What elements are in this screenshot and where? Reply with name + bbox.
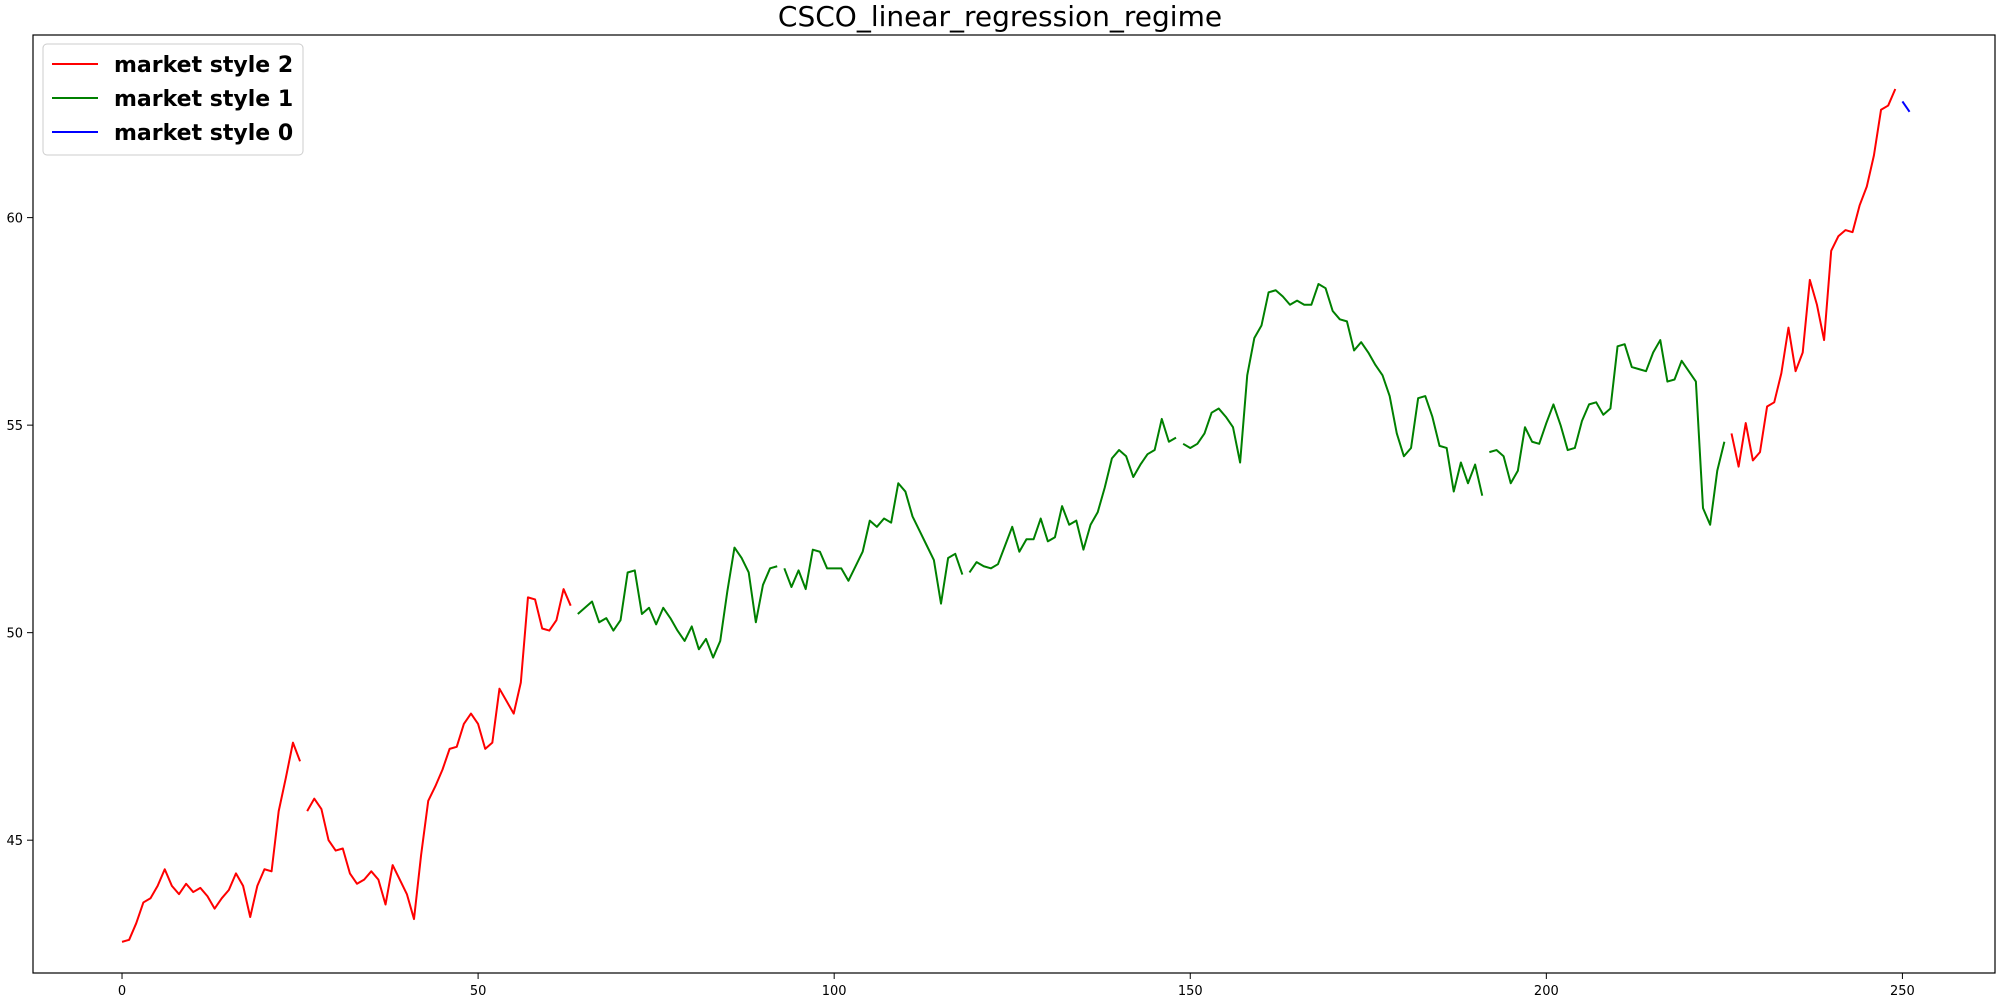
series-segment-0 <box>121 741 301 943</box>
legend-label: market style 2 <box>114 53 293 78</box>
series-segment-4 <box>968 417 1177 574</box>
legend-label: market style 0 <box>114 121 293 146</box>
chart-title: CSCO_linear_regression_regime <box>777 0 1223 33</box>
x-tick-label: 50 <box>470 984 487 999</box>
x-tick-label: 150 <box>1178 984 1203 999</box>
y-axis: 45 50 55 60 <box>6 212 33 849</box>
legend-label: market style 1 <box>114 87 293 112</box>
series-segment-1 <box>306 588 572 921</box>
x-axis: 0 50 100 150 200 250 <box>118 973 1915 999</box>
y-tick-label: 45 <box>6 834 23 849</box>
plot-frame <box>32 34 1996 974</box>
x-tick-label: 100 <box>822 984 847 999</box>
legend-box <box>42 43 304 156</box>
series-segment-6 <box>1489 339 1726 526</box>
series-layer <box>121 88 1911 943</box>
series-segment-7 <box>1730 88 1897 468</box>
x-tick-label: 250 <box>1890 984 1915 999</box>
x-tick-label: 0 <box>118 984 126 999</box>
series-segment-3 <box>783 482 964 605</box>
x-tick-label: 200 <box>1534 984 1559 999</box>
series-segment-5 <box>1182 283 1484 496</box>
series-segment-8 <box>1901 100 1911 113</box>
series-segment-2 <box>577 546 778 659</box>
y-tick-label: 55 <box>6 419 23 434</box>
y-tick-label: 50 <box>6 627 23 642</box>
legend: market style 2 market style 1 market style… <box>42 43 304 156</box>
y-tick-label: 60 <box>6 212 23 227</box>
